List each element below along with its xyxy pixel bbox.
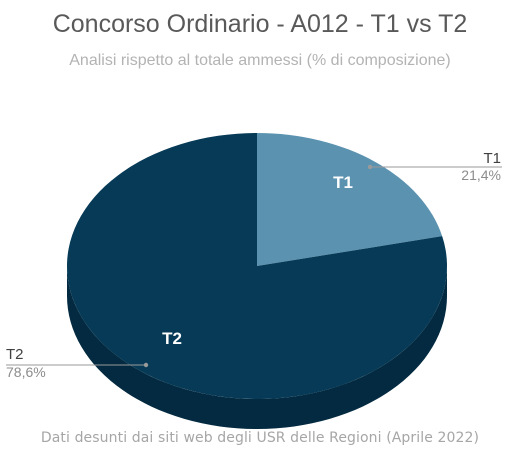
pie-slice-t1[interactable] — [257, 133, 443, 266]
leader-dot-t2 — [143, 362, 149, 368]
slice-outer-label-t2: T2 — [6, 346, 24, 363]
leader-dot-t1 — [367, 164, 373, 170]
slice-percent-label-t1: 21,4% — [461, 167, 501, 183]
slice-percent-label-t2: 78,6% — [6, 364, 46, 380]
chart-title: Concorso Ordinario - A012 - T1 vs T2 — [52, 10, 468, 38]
chart-subtitle: Analisi rispetto al totale ammessi (% di… — [69, 52, 451, 69]
pie-side-t2 — [67, 266, 447, 429]
pie-slices — [67, 133, 447, 399]
leader-lines — [6, 164, 502, 368]
pie-3d-sides — [67, 266, 447, 429]
slice-inner-label-t1: T1 — [333, 173, 353, 192]
chart-footer: Dati desunti dai siti web degli USR dell… — [40, 430, 480, 446]
slice-inner-label-t2: T2 — [162, 329, 182, 348]
slice-outer-label-t1: T1 — [483, 150, 501, 167]
pie-slice-t2[interactable] — [67, 133, 447, 399]
